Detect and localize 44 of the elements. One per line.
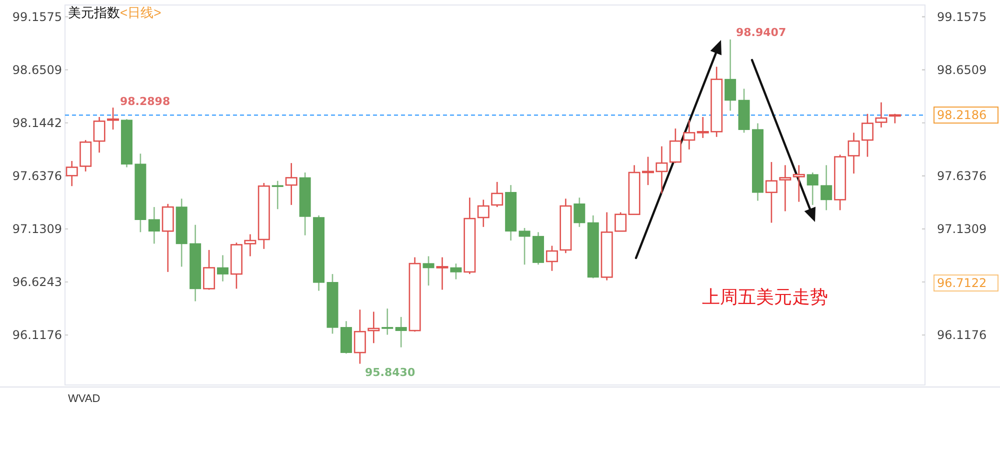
candlestick bbox=[162, 203, 174, 273]
chart-subtitle: <日线> bbox=[120, 5, 162, 20]
y2-tick-label: 98.6509 bbox=[937, 62, 987, 77]
text: 96.7122 bbox=[937, 276, 987, 290]
candlestick bbox=[505, 184, 517, 242]
candlestick bbox=[848, 132, 860, 174]
chart-title: 美元指数 bbox=[68, 5, 120, 20]
candlestick bbox=[134, 153, 146, 233]
candlestick bbox=[120, 118, 132, 168]
ref-line-label: 98.2186 bbox=[937, 108, 987, 122]
y-tick-label: 96.6243 bbox=[12, 274, 62, 289]
y-tick-label: 97.1309 bbox=[12, 222, 62, 236]
candlestick bbox=[285, 162, 298, 206]
candlestick bbox=[752, 122, 764, 202]
y2-tick-label: 97.6376 bbox=[937, 168, 987, 183]
y2-tick-label: 96.1176 bbox=[937, 328, 987, 342]
candlestick bbox=[436, 256, 448, 290]
candlestick bbox=[395, 316, 407, 348]
candlestick bbox=[354, 308, 366, 364]
y-tick-label: 98.6509 bbox=[12, 62, 62, 77]
candlestick bbox=[820, 164, 832, 211]
y-tick-label: 96.1176 bbox=[12, 328, 62, 342]
annotation: 98.2898 bbox=[120, 95, 170, 108]
text: WVAD bbox=[68, 393, 100, 405]
candlestick bbox=[683, 120, 696, 150]
candlestick bbox=[477, 199, 490, 228]
candlestick bbox=[190, 224, 202, 302]
annotation: 上周五美元走势 bbox=[702, 287, 828, 307]
y-tick-label: 98.1442 bbox=[12, 116, 62, 130]
candlestick bbox=[148, 206, 160, 244]
y-tick-label: 99.1575 bbox=[12, 10, 62, 24]
candlestick bbox=[217, 254, 229, 282]
candlestick bbox=[560, 198, 572, 254]
candlestick bbox=[272, 180, 284, 210]
y-tick-label: 97.6376 bbox=[12, 168, 62, 183]
candlestick bbox=[176, 198, 188, 268]
candlestick bbox=[724, 38, 736, 112]
y2-tick-label: 99.1575 bbox=[937, 10, 987, 24]
candlestick bbox=[368, 311, 380, 344]
annotation: 95.8430 bbox=[365, 366, 416, 379]
annotation: 98.9407 bbox=[736, 26, 786, 39]
candlestick bbox=[792, 164, 805, 202]
y2-tick-label: 97.1309 bbox=[937, 222, 987, 236]
candlestick bbox=[382, 308, 394, 336]
